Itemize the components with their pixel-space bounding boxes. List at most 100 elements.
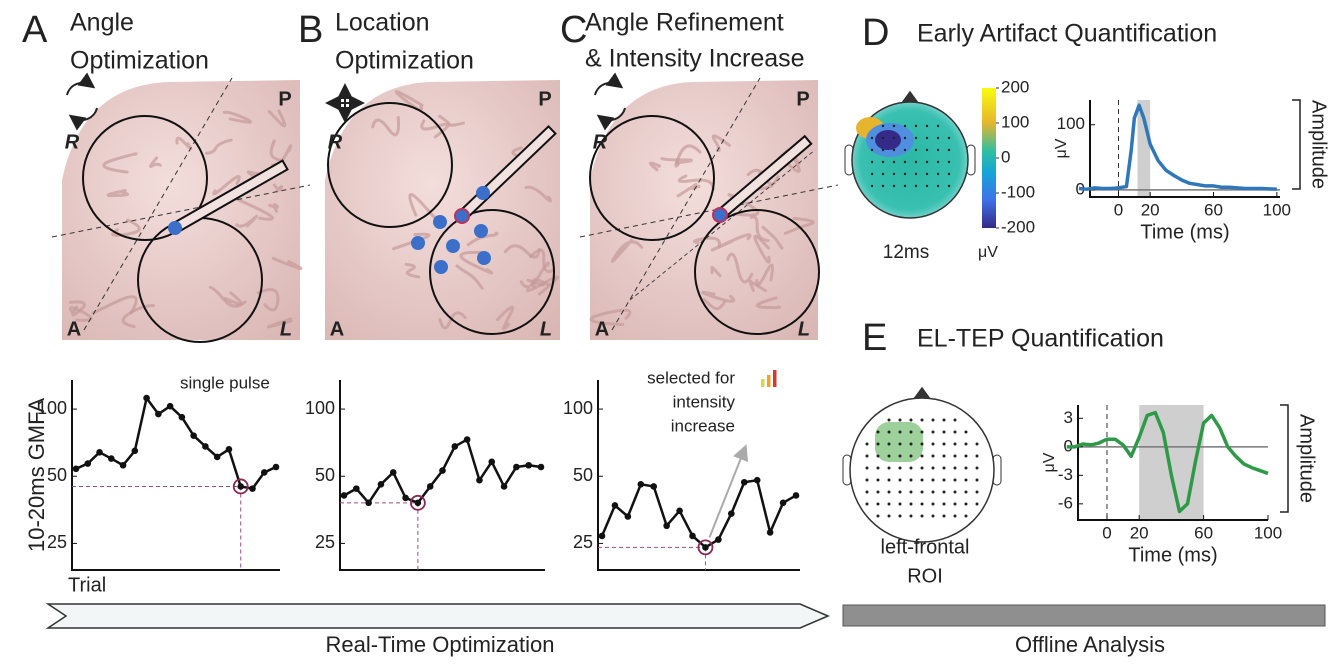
axis [71, 380, 280, 571]
y-tick-label: 25 [47, 532, 67, 552]
electrode [925, 172, 929, 176]
gyrus [102, 152, 138, 174]
colorbar-tick-label: 0 [1001, 147, 1010, 166]
coil-wing [429, 209, 555, 335]
trial-point [753, 476, 761, 484]
electrode [920, 442, 924, 446]
coil-wing [694, 209, 820, 335]
gyrus [271, 256, 303, 271]
axis-guide [51, 184, 311, 238]
gyrus [761, 225, 784, 250]
panel-letter: D [862, 12, 889, 54]
electrode [920, 466, 924, 470]
gyrus [519, 261, 550, 289]
annotation: increase [671, 416, 735, 435]
electrode [925, 160, 929, 164]
electrode [942, 418, 946, 422]
electrode [975, 466, 979, 470]
annotation: single pulse [180, 373, 270, 392]
electrode [953, 442, 957, 446]
trial-point [451, 443, 459, 450]
axis [597, 380, 800, 571]
gyrus [702, 297, 726, 311]
electrode [898, 418, 902, 422]
gyrus [121, 304, 156, 329]
gyrus [727, 192, 760, 217]
electrode [876, 514, 880, 518]
electrode [887, 442, 891, 446]
electrode [920, 418, 924, 422]
electrode [953, 430, 957, 434]
y-tick-label: 100 [563, 398, 593, 418]
gyrus [222, 110, 252, 124]
electrode [865, 502, 869, 506]
electrode [876, 466, 880, 470]
electrode [942, 502, 946, 506]
target-site [454, 208, 470, 224]
annotation: intensity [673, 392, 736, 411]
electrode [947, 148, 951, 152]
colorbar-tick-label: -100 [1001, 182, 1035, 201]
electrode [942, 514, 946, 518]
coil-axis [629, 149, 816, 301]
stim-site [434, 260, 448, 274]
electrode [953, 466, 957, 470]
gyrus [529, 248, 555, 273]
gyrus [404, 262, 421, 279]
axis [1077, 405, 1268, 521]
electrode [964, 502, 968, 506]
x-tick-label: 60 [1204, 200, 1223, 219]
axis [339, 380, 545, 571]
electrode [936, 148, 940, 152]
electrode [975, 490, 979, 494]
gyrus [748, 279, 768, 293]
electrode [920, 490, 924, 494]
trial-point [463, 436, 471, 443]
electrode [887, 430, 891, 434]
electrode [903, 136, 907, 140]
electrode [947, 136, 951, 140]
gyrus [610, 238, 644, 263]
stim-site [446, 239, 460, 253]
trial-point [598, 532, 606, 540]
selected-trial [232, 478, 249, 495]
gyrus [256, 288, 280, 312]
electrode [925, 184, 929, 188]
trial-point [689, 532, 696, 540]
target-site [712, 207, 728, 223]
electrode [909, 466, 913, 470]
annotation-arrow [708, 444, 749, 538]
gyrus [783, 216, 815, 235]
panel-title: Angle [70, 9, 134, 37]
electrode [898, 442, 902, 446]
stage-arrow [45, 603, 830, 629]
gyrus [755, 263, 774, 287]
gyrus [660, 157, 693, 165]
gyrus [459, 250, 494, 275]
electrode [898, 514, 902, 518]
bracket [1280, 404, 1289, 513]
brain-label: R [328, 131, 343, 153]
trial-point [650, 483, 658, 490]
rotate-icon [68, 107, 98, 131]
electrode [876, 454, 880, 458]
electrode [881, 148, 885, 152]
electrode [881, 184, 885, 188]
y-tick-label: 50 [315, 465, 335, 485]
electrode [931, 478, 935, 482]
electrode [914, 184, 918, 188]
trial-point [365, 499, 372, 507]
electrode [920, 430, 924, 434]
electrode [964, 466, 968, 470]
electrode [876, 442, 880, 446]
electrode [914, 136, 918, 140]
y-tick-label: 100 [37, 398, 67, 418]
rotate-icon [596, 107, 626, 131]
electrode [925, 136, 929, 140]
gyrus [711, 134, 731, 152]
electrode [964, 442, 968, 446]
brain-surface [590, 80, 818, 340]
brain-label: P [796, 88, 809, 110]
electrode [909, 502, 913, 506]
gyrus [466, 231, 499, 247]
